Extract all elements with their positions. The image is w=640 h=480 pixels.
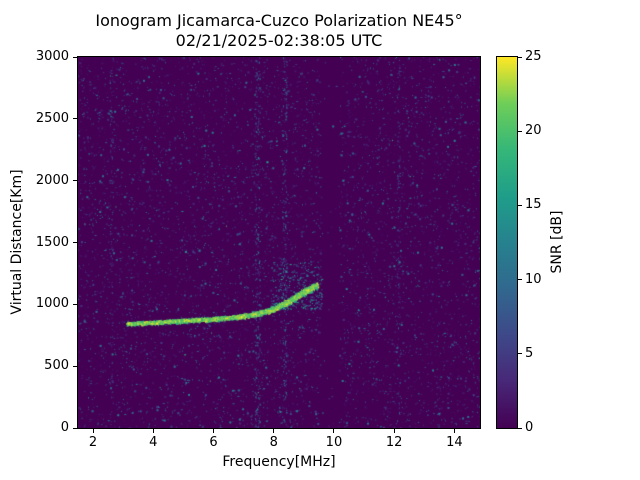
colorbar-tick-mark [518,427,522,429]
y-tick-mark [73,427,77,429]
colorbar-tick-label: 10 [525,271,542,287]
x-tick-label: 6 [209,435,218,450]
x-tick-mark [393,429,395,433]
colorbar-tick-mark [518,56,522,58]
y-tick-label: 1000 [35,296,69,312]
x-tick-label: 2 [88,435,98,450]
y-tick-mark [73,180,77,182]
x-tick-label: 10 [325,435,343,450]
y-tick-mark [73,242,77,243]
colorbar-tick-mark [518,130,522,132]
x-tick-label: 8 [269,435,278,450]
colorbar-frame [496,56,518,429]
y-tick-mark [73,118,77,120]
y-tick-label: 500 [44,358,69,374]
colorbar-tick-mark [518,353,522,355]
y-tick-label: 2500 [35,110,69,126]
y-tick-mark [73,56,77,58]
y-tick-label: 3000 [35,49,69,64]
x-tick-mark [453,429,455,433]
colorbar-tick-label: 25 [525,49,542,64]
y-tick-mark [73,303,77,305]
y-tick-label: 2000 [35,172,69,188]
colorbar-label: SNR [dB] [549,210,565,274]
colorbar-gradient [497,57,517,428]
colorbar-tick-label: 0 [525,420,534,435]
colorbar-tick-mark [518,204,522,206]
x-axis-label: Frequency[MHz] [222,454,336,470]
colorbar-tick-mark [518,279,522,281]
ionogram-heatmap [78,57,480,428]
x-tick-mark [152,429,154,433]
x-tick-label: 4 [149,435,158,450]
chart-title: Ionogram Jicamarca-Cuzco Polarization NE… [95,11,463,30]
x-tick-label: 14 [446,435,463,450]
x-tick-label: 12 [385,435,403,450]
plot-frame [77,56,481,429]
x-tick-mark [273,429,275,433]
x-tick-mark [213,429,214,433]
colorbar-tick-label: 20 [525,123,542,139]
colorbar-tick-label: 5 [525,345,534,361]
x-tick-mark [92,429,94,433]
colorbar-tick-label: 15 [525,197,542,213]
y-tick-label: 0 [60,420,69,435]
x-tick-mark [333,429,335,433]
y-tick-mark [73,365,77,367]
chart-subtitle: 02/21/2025-02:38:05 UTC [175,31,383,50]
y-tick-label: 1500 [35,234,69,250]
